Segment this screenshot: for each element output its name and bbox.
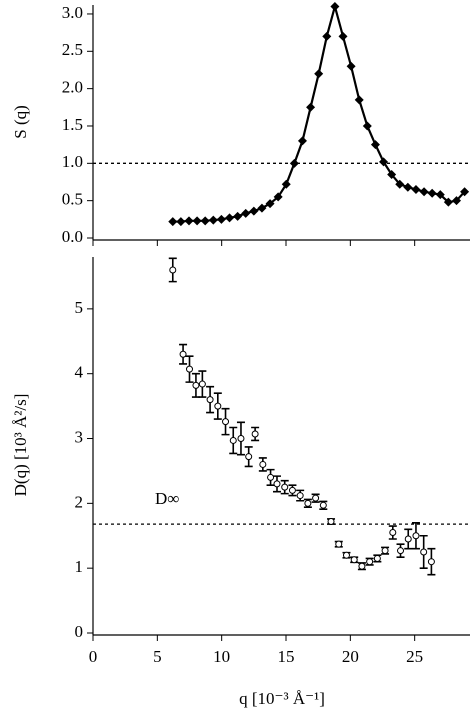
marker — [200, 216, 210, 226]
marker — [395, 179, 405, 189]
x-tick-label: 0 — [89, 647, 98, 666]
marker — [435, 190, 445, 200]
y-tick-label: 4 — [75, 363, 84, 382]
marker — [330, 1, 340, 11]
marker — [273, 192, 283, 202]
marker — [419, 187, 429, 197]
marker — [350, 556, 358, 564]
marker — [312, 494, 320, 502]
marker — [304, 499, 312, 507]
marker — [267, 473, 275, 481]
marker — [225, 213, 235, 223]
marker — [366, 558, 374, 566]
marker — [192, 381, 200, 389]
y-tick-label: 1.5 — [62, 115, 83, 134]
x-tick-label: 20 — [342, 647, 359, 666]
marker — [362, 121, 372, 131]
marker — [354, 95, 364, 105]
y-tick-label: 1.0 — [62, 152, 83, 171]
y-tick-label: 1 — [75, 557, 84, 576]
y-tick-label: 3 — [75, 427, 84, 446]
y-axis-title: S (q) — [11, 105, 30, 139]
marker — [179, 350, 187, 358]
marker — [222, 418, 230, 426]
marker — [216, 214, 226, 224]
marker — [273, 480, 281, 488]
x-tick-label: 15 — [278, 647, 295, 666]
marker — [370, 140, 380, 150]
marker — [168, 217, 178, 227]
marker — [397, 547, 405, 555]
y-tick-label: 0.0 — [62, 227, 83, 246]
y-tick-label: 2.0 — [62, 78, 83, 97]
marker — [237, 435, 245, 443]
y-tick-label: 0 — [75, 622, 84, 641]
y-tick-label: 3.0 — [62, 3, 83, 22]
marker — [335, 540, 343, 548]
marker — [259, 460, 267, 468]
marker — [169, 266, 177, 274]
marker — [192, 216, 202, 226]
reference-label: D∞ — [155, 489, 179, 508]
marker — [241, 208, 251, 218]
marker — [346, 61, 356, 71]
marker — [379, 157, 389, 167]
marker — [214, 402, 222, 410]
marker — [245, 453, 253, 461]
marker — [389, 529, 397, 537]
y-tick-label: 0.5 — [62, 190, 83, 209]
marker — [412, 532, 420, 540]
marker — [297, 136, 307, 146]
marker — [427, 188, 437, 198]
marker — [403, 182, 413, 192]
marker — [322, 31, 332, 41]
marker — [265, 199, 275, 209]
y-axis-title: D(q) [10³ Å²/s] — [11, 394, 30, 497]
marker — [176, 217, 186, 227]
series-line — [172, 2, 466, 223]
marker — [342, 551, 350, 559]
marker — [249, 206, 259, 216]
marker — [229, 436, 237, 444]
marker — [387, 170, 397, 180]
marker — [186, 365, 194, 373]
marker — [373, 554, 381, 562]
marker — [208, 215, 218, 225]
marker — [289, 158, 299, 168]
y-tick-label: 2 — [75, 492, 84, 511]
y-tick-label: 5 — [75, 298, 84, 317]
marker — [306, 102, 316, 112]
marker — [358, 562, 366, 570]
marker — [198, 380, 206, 388]
x-tick-label: 5 — [153, 647, 162, 666]
x-tick-label: 25 — [406, 647, 423, 666]
x-axis-title: q [10⁻³ Å⁻¹] — [239, 689, 325, 708]
marker — [427, 558, 435, 566]
marker — [288, 486, 296, 494]
marker — [404, 535, 412, 543]
marker — [451, 196, 461, 206]
marker — [420, 548, 428, 556]
marker — [206, 396, 214, 404]
marker — [411, 184, 421, 194]
marker — [281, 179, 291, 189]
marker — [319, 501, 327, 509]
marker — [338, 31, 348, 41]
marker — [327, 517, 335, 525]
marker — [443, 197, 453, 207]
marker — [281, 483, 289, 491]
marker — [314, 69, 324, 79]
marker — [184, 216, 194, 226]
marker — [296, 492, 304, 500]
marker — [460, 187, 470, 197]
marker — [251, 430, 259, 438]
y-tick-label: 2.5 — [62, 40, 83, 59]
marker — [381, 547, 389, 555]
marker — [233, 211, 243, 221]
x-tick-label: 10 — [213, 647, 230, 666]
marker — [257, 203, 267, 213]
